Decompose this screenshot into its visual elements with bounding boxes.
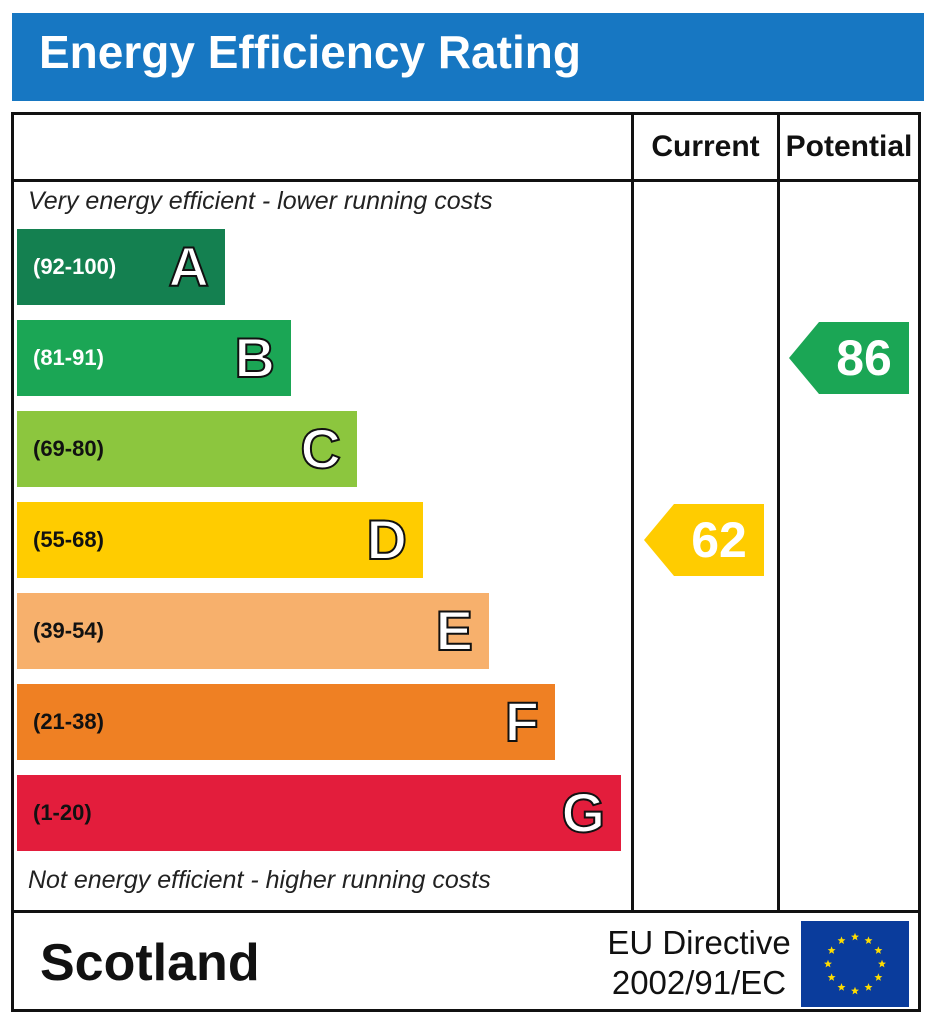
eu-star-icon (878, 959, 886, 968)
country-label: Scotland (40, 934, 260, 992)
title-bar: Energy Efficiency Rating (12, 13, 924, 101)
inefficient-note: Not energy efficient - higher running co… (28, 866, 491, 894)
current-rating-arrow: 62 (644, 504, 764, 576)
band-letter-label: G (560, 781, 606, 844)
eu-star-icon (837, 936, 846, 945)
band-letter-label: F (504, 690, 540, 753)
band-e: (39-54) E (17, 593, 489, 669)
eu-star-icon (864, 936, 873, 945)
eu-directive-line1: EU Directive (607, 924, 791, 961)
band-range-label: (21-38) (33, 709, 104, 734)
eu-flag-icon (801, 921, 909, 1007)
band-range-label: (69-80) (33, 436, 104, 461)
eu-star-icon (851, 986, 859, 995)
band-range-label: (55-68) (33, 527, 104, 552)
eu-star-icon (864, 983, 873, 991)
current-rating-value: 62 (691, 512, 747, 568)
band-range-label: (39-54) (33, 618, 104, 643)
band-c: (69-80) C (17, 411, 357, 487)
eu-star-icon (827, 946, 836, 954)
eu-star-icon (837, 983, 846, 991)
potential-rating-value: 86 (836, 330, 892, 386)
band-letter-label: A (168, 235, 210, 298)
footer-divider (14, 910, 918, 913)
eu-star-icon (874, 973, 883, 981)
band-letter-label: B (234, 326, 276, 389)
band-d: (55-68) D (17, 502, 423, 578)
band-range-label: (81-91) (33, 345, 104, 370)
band-letter-label: E (435, 599, 474, 662)
eu-star-icon (824, 959, 832, 968)
rating-frame: Current Potential Very energy efficient … (11, 112, 921, 1012)
band-letter-label: D (366, 508, 408, 571)
band-range-label: (92-100) (33, 254, 117, 279)
band-b: (81-91) B (17, 320, 291, 396)
efficient-note: Very energy efficient - lower running co… (28, 187, 493, 215)
eu-directive-line2: 2002/91/EC (611, 964, 787, 1001)
eu-directive: EU Directive 2002/91/EC (604, 923, 794, 1003)
eu-star-icon (827, 973, 836, 981)
potential-column-divider (777, 115, 780, 913)
eu-star-icon (851, 932, 859, 941)
band-a: (92-100) A (17, 229, 225, 305)
band-range-label: (1-20) (33, 800, 92, 825)
current-column-divider (631, 115, 634, 913)
current-column-header: Current (651, 130, 760, 163)
eu-star-icon (874, 946, 883, 954)
potential-column-header: Potential (785, 130, 913, 163)
header-divider (14, 179, 918, 182)
band-g: (1-20) G (17, 775, 621, 851)
band-f: (21-38) F (17, 684, 555, 760)
potential-rating-arrow: 86 (789, 322, 909, 394)
band-letter-label: C (300, 417, 342, 480)
chart-title: Energy Efficiency Rating (39, 26, 581, 78)
